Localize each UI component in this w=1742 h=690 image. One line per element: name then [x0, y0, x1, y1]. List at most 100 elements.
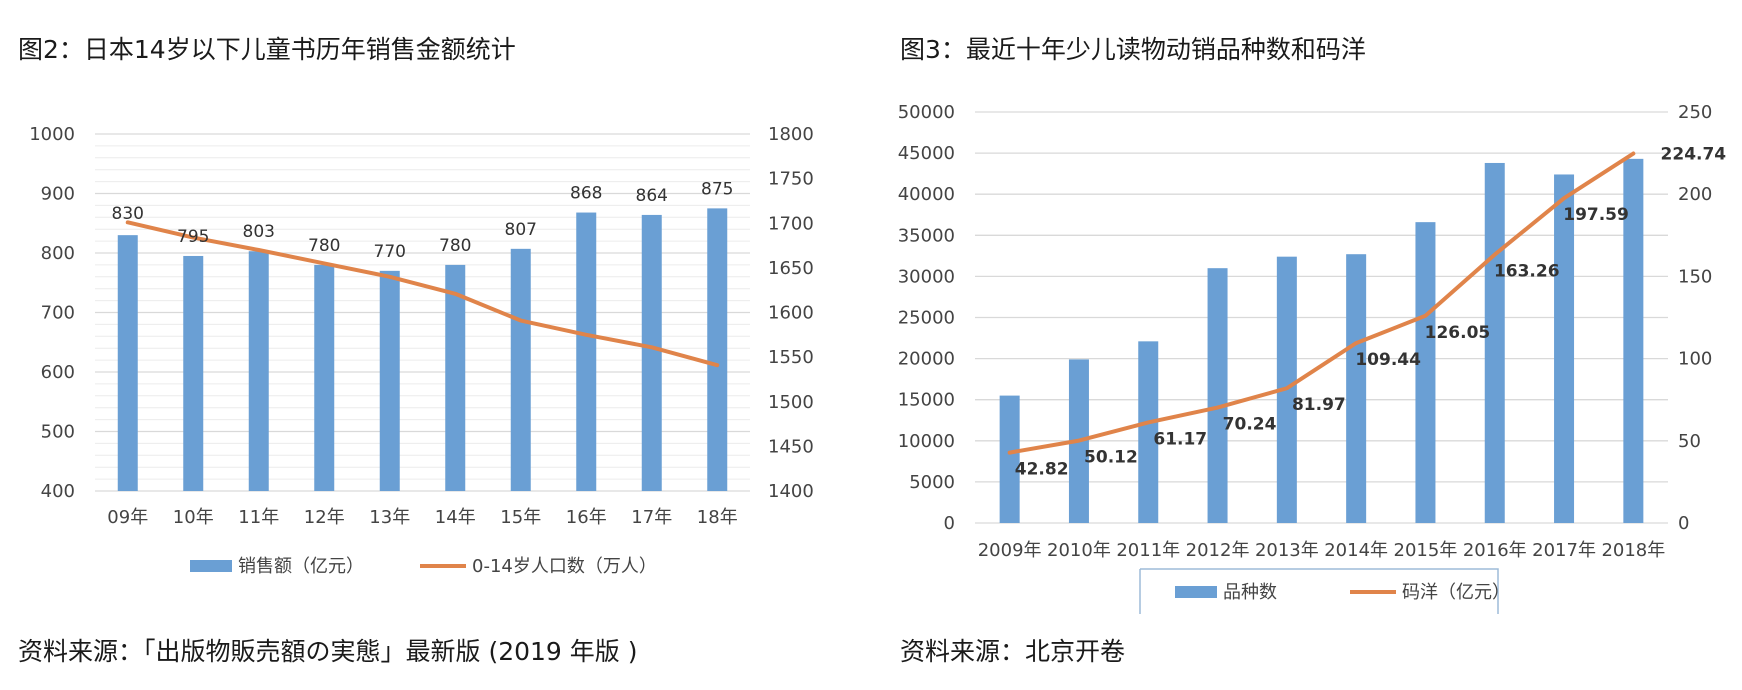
right-y-tick-label: 30000	[898, 266, 955, 287]
left-x-tick-label: 17年	[631, 507, 672, 528]
left-legend-line-label: 0-14岁人口数（万人）	[472, 556, 657, 577]
left-y-tick-label: 400	[41, 481, 75, 502]
left-data-label: 830	[112, 204, 144, 224]
left-x-tick-label: 14年	[435, 507, 476, 528]
right-data-label: 163.26	[1494, 262, 1560, 282]
left-y2-tick-label: 1450	[768, 436, 814, 457]
right-data-label: 81.97	[1292, 395, 1346, 415]
left-bar	[510, 248, 531, 491]
right-data-label: 224.74	[1661, 145, 1727, 165]
right-x-tick-label: 2014年	[1324, 540, 1388, 561]
right-y2-tick-label: 0	[1678, 513, 1689, 534]
right-y-tick-label: 0	[944, 513, 955, 534]
right-bar	[1346, 254, 1367, 523]
right-chart-title: 图3：最近十年少儿读物动销品种数和码洋	[900, 35, 1366, 64]
left-data-label: 780	[439, 236, 471, 256]
left-x-tick-label: 15年	[500, 507, 541, 528]
right-legend-bar-label: 品种数	[1223, 582, 1277, 603]
left-data-label: 770	[374, 242, 406, 262]
right-x-tick-label: 2013年	[1255, 540, 1319, 561]
left-y-tick-label: 1000	[29, 124, 75, 145]
right-data-label: 197.59	[1563, 205, 1629, 225]
left-x-tick-label: 16年	[566, 507, 607, 528]
left-data-label: 795	[177, 227, 209, 247]
left-x-tick-label: 11年	[238, 507, 279, 528]
right-y2-tick-label: 100	[1678, 349, 1712, 370]
left-line-series	[125, 220, 720, 368]
left-bar	[379, 270, 400, 491]
right-x-tick-label: 2016年	[1463, 540, 1527, 561]
left-y-tick-label: 700	[41, 303, 75, 324]
left-x-tick-label: 13年	[369, 507, 410, 528]
left-bar	[576, 212, 597, 492]
left-data-label: 864	[636, 186, 668, 206]
left-bar	[117, 235, 138, 491]
right-x-tick-label: 2010年	[1047, 540, 1111, 561]
right-y2-tick-label: 250	[1678, 102, 1712, 123]
left-y2-tick-label: 1400	[768, 481, 814, 502]
left-x-tick-label: 10年	[173, 507, 214, 528]
left-bar	[183, 255, 204, 491]
right-bar	[1623, 158, 1644, 523]
left-data-label: 803	[243, 222, 275, 242]
right-bar	[1415, 222, 1436, 523]
left-y-tick-label: 800	[41, 243, 75, 264]
left-y2-tick-label: 1650	[768, 258, 814, 279]
right-data-label: 50.12	[1084, 448, 1138, 468]
left-bar	[707, 208, 728, 491]
right-x-tick-label: 2009年	[978, 540, 1042, 561]
right-y-tick-label: 35000	[898, 225, 955, 246]
right-y-tick-label: 20000	[898, 349, 955, 370]
left-legend-bar-swatch	[190, 560, 232, 572]
right-y-tick-label: 10000	[898, 431, 955, 452]
right-x-tick-label: 2018年	[1601, 540, 1665, 561]
left-data-label: 875	[701, 179, 733, 199]
right-data-label: 126.05	[1425, 323, 1491, 343]
right-line-series	[1007, 151, 1636, 455]
right-y-tick-label: 15000	[898, 390, 955, 411]
right-source-note: 资料来源：北京开卷	[900, 637, 1126, 666]
right-legend-line-label: 码洋（亿元）	[1402, 582, 1510, 603]
left-data-label: 807	[505, 220, 537, 240]
right-data-label: 61.17	[1153, 429, 1207, 449]
right-legend-frame	[1139, 568, 1499, 614]
right-x-tick-label: 2017年	[1532, 540, 1596, 561]
right-y2-tick-label: 200	[1678, 184, 1712, 205]
left-data-label: 868	[570, 184, 602, 204]
right-bar	[1138, 341, 1159, 523]
left-chart-title: 图2：日本14岁以下儿童书历年销售金额统计	[18, 35, 516, 64]
left-bar	[314, 264, 335, 491]
right-bar	[1484, 162, 1505, 524]
left-y2-tick-label: 1550	[768, 347, 814, 368]
left-source-note: 资料来源：「出版物販売額の実態」最新版 (2019 年版 )	[18, 637, 638, 666]
left-x-tick-label: 09年	[107, 507, 148, 528]
right-bar	[999, 395, 1020, 523]
left-y2-tick-label: 1750	[768, 169, 814, 190]
left-y2-tick-label: 1600	[768, 303, 814, 324]
right-y2-tick-label: 50	[1678, 431, 1701, 452]
right-x-tick-label: 2011年	[1116, 540, 1180, 561]
left-y-tick-label: 600	[41, 362, 75, 383]
right-x-tick-label: 2012年	[1186, 540, 1250, 561]
left-y-tick-label: 500	[41, 422, 75, 443]
right-data-label: 42.82	[1015, 460, 1069, 480]
right-y-tick-label: 5000	[909, 472, 955, 493]
left-y2-tick-label: 1500	[768, 392, 814, 413]
left-x-tick-label: 12年	[304, 507, 345, 528]
left-y2-tick-label: 1700	[768, 213, 814, 234]
right-y-tick-label: 45000	[898, 143, 955, 164]
left-bar	[641, 214, 662, 492]
left-bar	[248, 251, 269, 491]
left-y2-tick-label: 1800	[768, 124, 814, 145]
right-x-tick-label: 2015年	[1394, 540, 1458, 561]
left-x-tick-label: 18年	[697, 507, 738, 528]
right-legend-bar-swatch	[1175, 586, 1217, 598]
left-data-label: 780	[308, 236, 340, 256]
right-data-label: 109.44	[1355, 350, 1421, 370]
left-bar	[445, 264, 466, 491]
right-bar	[1207, 268, 1228, 523]
right-y-tick-label: 50000	[898, 102, 955, 123]
right-y2-tick-label: 150	[1678, 266, 1712, 287]
left-y-tick-label: 900	[41, 184, 75, 205]
